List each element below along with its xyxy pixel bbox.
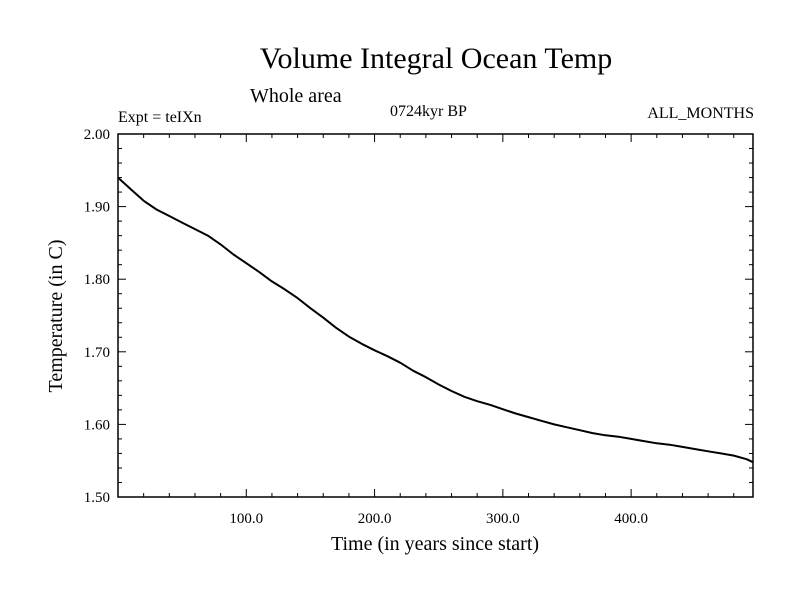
y-tick-label: 1.60 xyxy=(84,417,110,433)
chart-subtitle: Whole area xyxy=(250,85,342,107)
y-tick-label: 1.70 xyxy=(84,345,110,361)
period-label: 0724kyr BP xyxy=(390,103,467,120)
chart-title: Volume Integral Ocean Temp xyxy=(259,42,613,75)
x-tick-label: 100.0 xyxy=(229,511,263,527)
x-axis-title: Time (in years since start) xyxy=(331,533,539,555)
series-line xyxy=(117,176,754,464)
months-label: ALL_MONTHS xyxy=(647,105,754,122)
x-tick-label: 400.0 xyxy=(614,511,648,527)
x-tick-label: 300.0 xyxy=(486,511,520,527)
y-axis-title: Temperature (in C) xyxy=(45,240,67,393)
plot-frame xyxy=(117,133,754,498)
experiment-label: Expt = teIXn xyxy=(118,109,202,126)
y-tick-label: 2.00 xyxy=(84,127,110,143)
y-tick-label: 1.50 xyxy=(84,490,110,506)
y-tick-label: 1.90 xyxy=(84,200,110,216)
y-tick-label: 1.80 xyxy=(84,272,110,288)
x-tick-label: 200.0 xyxy=(358,511,392,527)
